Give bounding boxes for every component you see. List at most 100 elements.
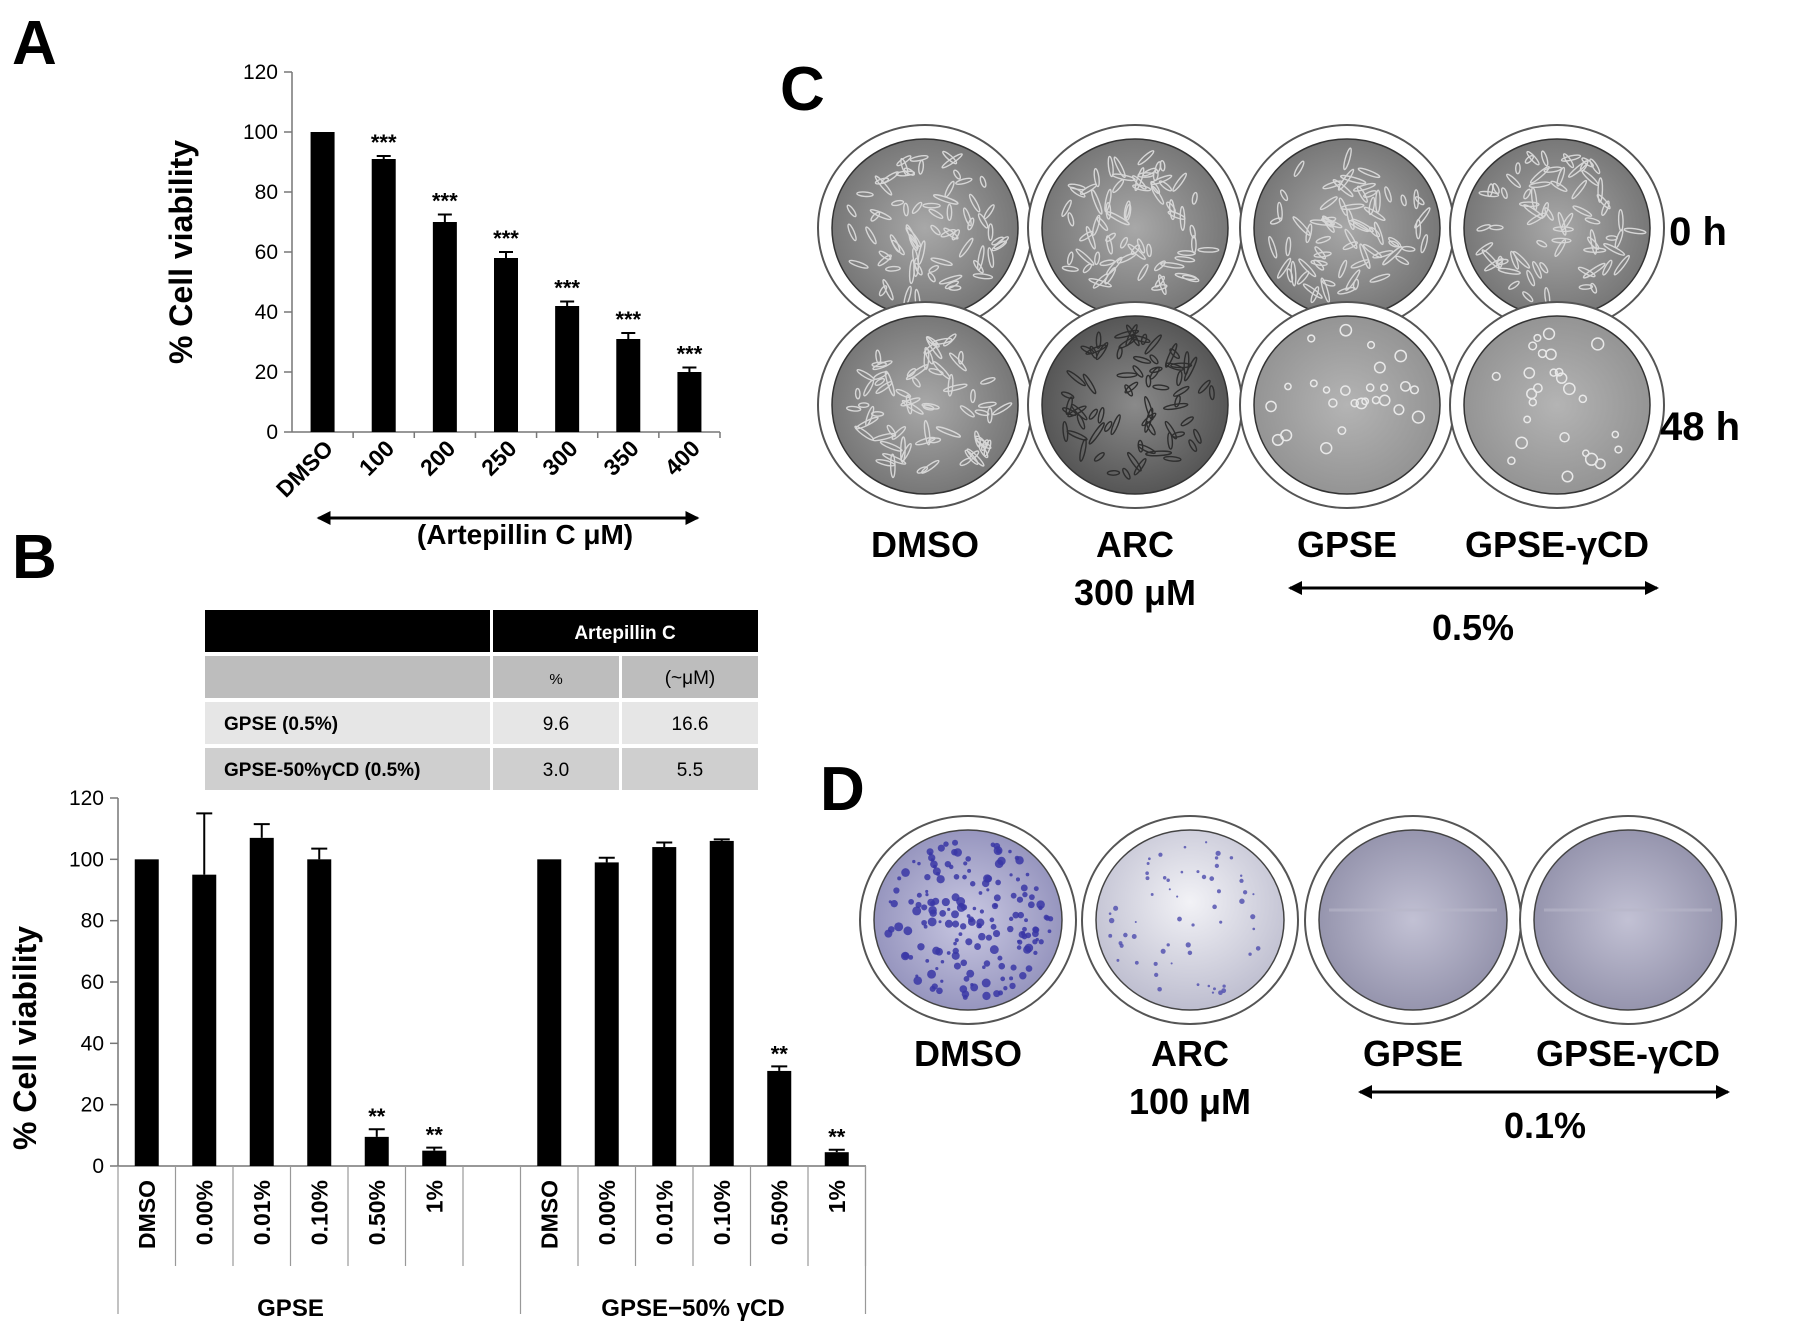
cell-mark [964,449,979,465]
chart-a-significance: *** [615,307,641,332]
panel-c-label: GPSE-γCD [1465,524,1649,565]
cell-mark [1597,177,1604,203]
colony-mark [1022,891,1028,898]
colony-mark [947,907,951,912]
colony-mark [951,893,960,902]
cell-mark [848,259,869,269]
panel-c-label: GPSE [1297,524,1397,565]
cell-mark [1180,416,1194,427]
cell-mark [1393,404,1405,416]
cell-mark [1110,414,1121,436]
table-row-2-label: GPSE-50%γCD (0.5%) [224,760,420,781]
cell-mark [1611,430,1620,439]
colony-mark [903,926,913,936]
cell-mark [1340,385,1351,396]
cell-mark [1076,414,1086,430]
cell-mark [1105,201,1112,220]
cell-mark [1342,241,1358,251]
cell-mark [1172,172,1188,192]
colony-mark [921,904,928,911]
colony-mark [927,969,936,979]
colony-mark [978,891,983,895]
cell-mark [1137,439,1144,453]
colony-mark [1150,893,1154,896]
cell-mark [1165,343,1178,368]
panel-d-label: DMSO [914,1033,1022,1074]
cell-mark [1523,415,1532,424]
cell-mark [882,279,894,301]
cell-mark [1551,237,1572,244]
colony-mark [993,894,1001,902]
cell-mark [1526,150,1540,166]
cell-mark [1475,242,1494,256]
colony-mark [978,924,982,929]
cell-mark [1106,211,1130,226]
cell-mark [1145,450,1173,457]
cell-mark [1095,331,1102,349]
panel-d-label: GPSE [1363,1033,1463,1074]
cell-mark [1605,235,1618,241]
colony-mark [1177,916,1182,922]
colony-mark [959,923,967,930]
colony-mark [1025,932,1032,939]
plate-field [1318,829,1508,1011]
cell-mark [1552,226,1574,233]
cell-mark [875,381,893,395]
cell-mark [1596,193,1611,210]
cell-mark [957,350,964,365]
chart-b-group-label: GPSE [257,1295,324,1322]
chart-b-bar [422,1150,447,1166]
colony-mark [936,987,943,995]
cell-mark [1107,155,1114,178]
colony-mark [946,951,951,955]
cell-mark [1603,242,1626,256]
cell-mark [1174,395,1181,408]
cell-mark [916,466,929,474]
chart-b-y-axis-label: % Cell viability [7,926,43,1150]
chart-b-bar [364,1136,389,1166]
chart-b-category-label: 0.00% [191,1180,217,1245]
colony-mark [1215,850,1221,856]
colony-mark [1108,917,1115,924]
cell-mark [1526,269,1536,287]
chart-a-ytick-label: 100 [243,121,278,144]
cell-mark [875,349,882,365]
colony-mark [938,920,942,924]
colony-mark [989,917,995,923]
colony-mark [928,854,936,862]
cell-mark [959,405,975,418]
cell-mark [1174,255,1196,263]
cell-mark [1293,160,1305,177]
cell-mark [857,402,870,409]
cell-mark [1124,381,1139,394]
colony-mark [1010,892,1017,899]
cell-mark [1090,189,1103,215]
chart-b-ytick-label: 40 [81,1032,104,1055]
cell-mark [1088,422,1105,445]
colony-mark [972,906,977,911]
cell-mark [976,245,985,271]
table-subheader-pct-cell [493,656,619,698]
colony-mark [1108,912,1112,915]
cell-mark [1591,337,1605,351]
cell-mark [1067,212,1075,227]
colony-mark [952,839,959,846]
cell-mark [1284,382,1292,391]
cell-mark [923,419,931,446]
cell-mark [1567,160,1589,178]
cell-mark [1369,273,1391,283]
colony-mark [926,848,934,856]
table-header-artepillin: Artepillin C [574,623,676,644]
colony-mark [1191,923,1195,927]
cell-mark [1172,385,1190,397]
colony-mark [888,900,892,904]
colony-mark [1010,964,1017,971]
panel-d-sublabel: 100 μM [1129,1081,1251,1122]
cell-mark [854,425,875,441]
cell-mark [1268,235,1278,259]
cell-mark [1197,247,1220,253]
cell-mark [1085,225,1096,250]
colony-mark [1000,976,1006,982]
well-field [1041,315,1229,495]
cell-mark [1106,470,1121,476]
